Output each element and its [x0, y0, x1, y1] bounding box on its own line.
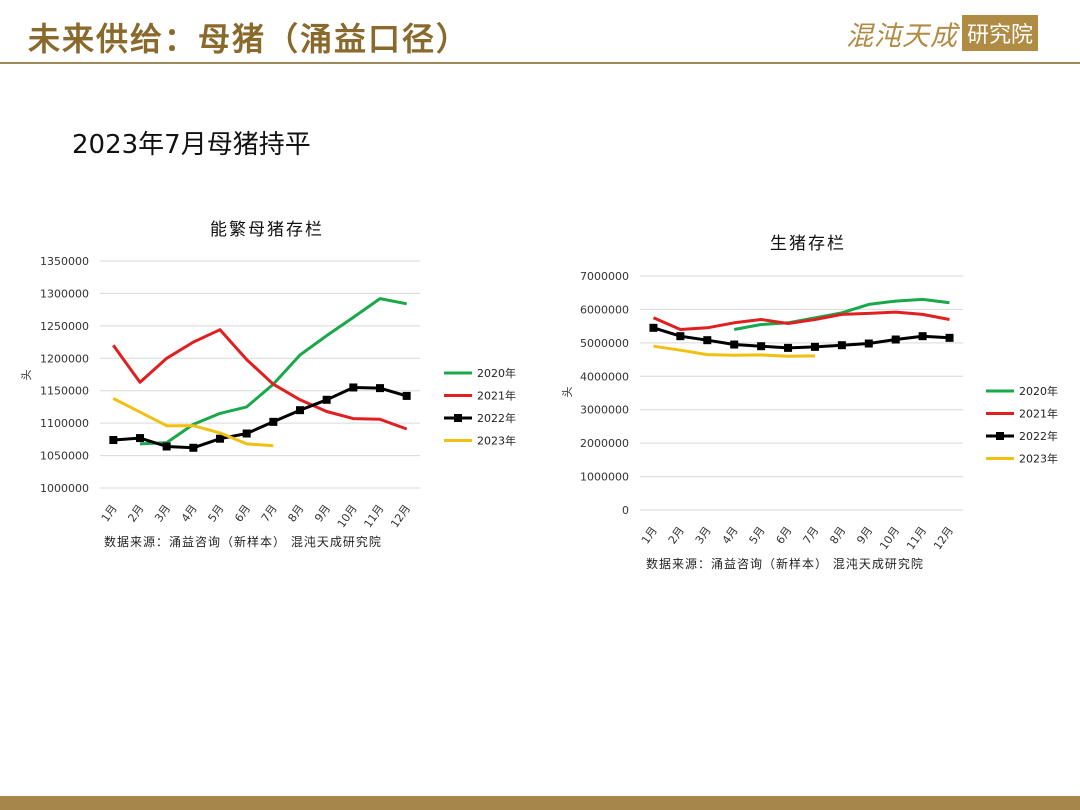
- x-tick-label: 6月: [232, 502, 253, 524]
- x-tick-label: 12月: [388, 502, 413, 530]
- brand-logo: 混沌天成 研究院: [846, 14, 1039, 52]
- y-tick-label: 1050000: [40, 450, 89, 463]
- legend-label: 2020年: [1019, 384, 1058, 398]
- legend-label: 2022年: [477, 411, 516, 425]
- y-tick-label: 1200000: [40, 352, 89, 365]
- data-point-2022年: [810, 342, 819, 351]
- x-tick-label: 3月: [693, 524, 714, 546]
- data-point-2022年: [402, 391, 411, 400]
- data-point-2022年: [322, 395, 331, 404]
- header-divider: [0, 62, 1080, 64]
- x-tick-label: 11月: [904, 524, 929, 552]
- data-point-2022年: [376, 384, 384, 393]
- y-tick-label: 2000000: [580, 437, 629, 450]
- chart-sow-inventory: 能繁母猪存栏 1350000 1300000 1250000 1200000 115000…: [20, 220, 516, 549]
- y-tick-label: 0: [622, 504, 629, 517]
- y-tick-label: 1300000: [40, 287, 89, 300]
- x-tick-label: 9月: [854, 524, 875, 546]
- y-tick-label: 7000000: [580, 270, 629, 283]
- series-line-2021年: [112, 328, 408, 431]
- footer-bar: [0, 796, 1080, 810]
- slide-subtitle: 2023年7月母猪持平: [72, 130, 311, 160]
- legend-label: 2023年: [477, 434, 516, 448]
- y-tick-label: 4000000: [580, 370, 629, 383]
- data-point-2022年: [784, 343, 793, 352]
- x-tick-label: 8月: [285, 502, 306, 524]
- x-tick-label: 9月: [312, 502, 333, 524]
- x-tick-label: 5月: [747, 524, 768, 546]
- x-tick-label: 12月: [931, 524, 956, 552]
- y-tick-label: 1000000: [580, 471, 629, 484]
- x-tick-label: 11月: [361, 502, 386, 530]
- x-tick-label: 10月: [335, 502, 360, 530]
- data-point-2022年: [136, 434, 144, 443]
- y-tick-label: 1350000: [40, 255, 89, 268]
- x-tick-label: 10月: [877, 524, 902, 552]
- x-tick-label: 7月: [259, 502, 280, 524]
- x-tick-label: 7月: [800, 524, 821, 546]
- data-point-2022年: [676, 332, 685, 341]
- y-axis-label: 头: [20, 370, 33, 381]
- data-point-2022年: [349, 383, 358, 392]
- data-point-2022年: [189, 443, 198, 452]
- data-point-2022年: [837, 341, 846, 350]
- legend-label: 2020年: [477, 366, 516, 380]
- x-tick-label: 3月: [152, 502, 173, 524]
- chart-title: 生猪存栏: [770, 234, 846, 254]
- legend-label: 2022年: [1019, 429, 1058, 443]
- x-tick-label: 6月: [774, 524, 795, 546]
- x-tick-label: 1月: [99, 502, 120, 524]
- data-source-note: 数据来源：涌益咨询（新样本） 混沌天成研究院: [646, 556, 924, 571]
- data-source-note: 数据来源：涌益咨询（新样本） 混沌天成研究院: [104, 534, 382, 549]
- data-point-2022年: [269, 417, 278, 426]
- series-line-2020年: [733, 297, 950, 331]
- y-tick-label: 1250000: [40, 320, 89, 333]
- data-point-2022年: [109, 436, 118, 445]
- data-point-2022年: [757, 342, 766, 351]
- y-axis-label: 头: [561, 387, 574, 398]
- x-tick-label: 4月: [720, 524, 741, 546]
- data-point-2022年: [730, 340, 739, 349]
- x-tick-label: 8月: [827, 524, 848, 546]
- x-tick-label: 5月: [205, 502, 226, 524]
- y-tick-label: 6000000: [580, 303, 629, 316]
- data-point-2022年: [649, 323, 658, 332]
- y-tick-label: 1000000: [40, 482, 89, 495]
- series-line-2022年: [653, 326, 950, 350]
- data-point-2022年: [703, 336, 712, 345]
- data-point-2022年: [918, 332, 927, 341]
- data-point-2022年: [242, 429, 251, 438]
- data-point-2022年: [216, 434, 224, 443]
- legend-marker: [996, 432, 1004, 440]
- series-line-2023年: [653, 344, 816, 358]
- logo-text: 混沌天成: [846, 20, 958, 52]
- x-tick-label: 2月: [125, 502, 146, 524]
- chart-title: 能繁母猪存栏: [210, 220, 324, 240]
- y-tick-label: 3000000: [580, 404, 629, 417]
- y-tick-label: 5000000: [580, 337, 629, 350]
- logo-box-text: 研究院: [962, 15, 1039, 51]
- page-header-title: 未来供给：母猪（涌益口径）: [28, 20, 471, 58]
- data-point-2022年: [891, 335, 900, 344]
- legend-label: 2021年: [1019, 407, 1058, 421]
- charts-canvas: 能繁母猪存栏 1350000 1300000 1250000 1200000 115000…: [20, 220, 1058, 571]
- x-tick-label: 1月: [639, 524, 660, 546]
- series-line-2021年: [652, 310, 950, 331]
- legend-label: 2023年: [1019, 452, 1058, 466]
- y-tick-label: 1150000: [40, 385, 89, 398]
- data-point-2022年: [162, 442, 171, 451]
- y-tick-label: 1100000: [40, 417, 89, 430]
- series-line-2022年: [113, 386, 408, 450]
- legend-marker: [454, 414, 462, 422]
- data-point-2022年: [296, 406, 304, 415]
- data-point-2022年: [864, 339, 873, 348]
- x-tick-label: 4月: [179, 502, 200, 524]
- chart-hog-inventory: 生猪存栏 7000000 6000000 5000000 4000000 3000000 2…: [561, 234, 1058, 571]
- data-point-2022年: [945, 333, 954, 342]
- x-tick-label: 2月: [666, 524, 687, 546]
- legend-label: 2021年: [477, 389, 516, 403]
- series-line-2023年: [112, 397, 274, 448]
